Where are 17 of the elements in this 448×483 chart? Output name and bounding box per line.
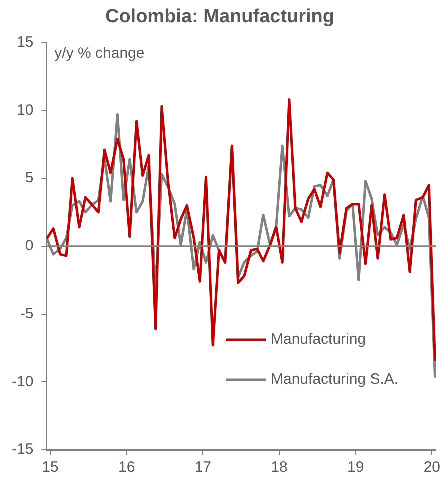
x-tick-label: 20 — [424, 459, 441, 476]
x-tick-label: 15 — [42, 459, 59, 476]
y-axis-title: y/y % change — [54, 44, 145, 62]
y-tick-label: -5 — [20, 305, 34, 322]
x-tick-label: 16 — [118, 459, 136, 476]
x-tick-label: 19 — [348, 459, 364, 476]
x-tick-label: 18 — [271, 459, 288, 476]
y-tick-label: -15 — [12, 441, 34, 458]
legend-label: Manufacturing — [271, 331, 366, 348]
x-tick-label: 17 — [194, 459, 212, 476]
y-tick-label: 10 — [16, 102, 34, 119]
y-tick-label: 5 — [25, 170, 34, 187]
legend-label: Manufacturing S.A. — [271, 371, 399, 388]
chart-title: Colombia: Manufacturing — [105, 6, 335, 28]
y-tick-label: 0 — [25, 238, 34, 255]
y-tick-label: 15 — [16, 34, 34, 51]
y-tick-label: -10 — [12, 373, 34, 390]
